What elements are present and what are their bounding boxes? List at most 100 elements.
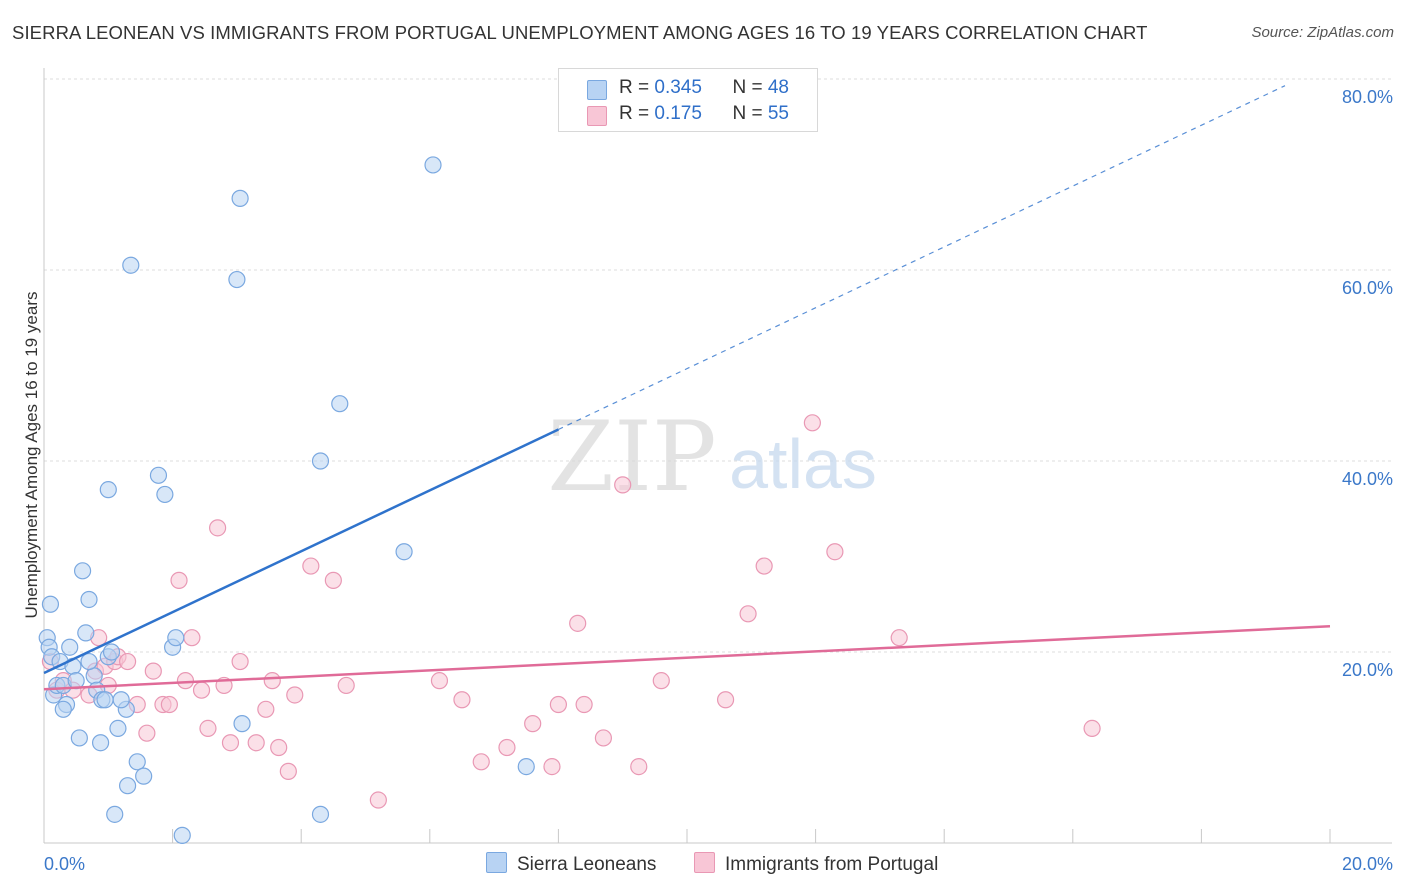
y-tick-label: 20.0% (1342, 660, 1393, 680)
bottom-legend-swatch-blue (486, 852, 507, 873)
point-portugal (118, 652, 137, 671)
point-portugal (430, 672, 449, 690)
point-portugal (1083, 719, 1101, 738)
point-portugal (569, 614, 587, 632)
bottom-legend-sierra-leoneans: Sierra Leoneans (486, 852, 656, 876)
x-tick-label: 20.0% (1342, 854, 1393, 874)
point-portugal (270, 738, 288, 757)
point-portugal (221, 734, 240, 752)
point-sierra-leonean (112, 691, 130, 709)
legend-r-label: R = (619, 103, 655, 124)
point-portugal (630, 757, 648, 776)
point-portugal (183, 629, 201, 647)
legend-n-label: N = (732, 77, 768, 98)
bottom-legend-swatch-pink (694, 852, 715, 873)
point-sierra-leonean (70, 729, 88, 747)
point-sierra-leonean (331, 395, 349, 413)
point-portugal (279, 762, 297, 780)
axis-layer (43, 68, 1392, 844)
point-sierra-leonean (149, 466, 168, 484)
y-tick-label: 40.0% (1342, 469, 1393, 489)
point-sierra-leonean (233, 715, 251, 733)
point-portugal (652, 672, 670, 690)
source-label: Source: ZipAtlas.com (1251, 24, 1394, 41)
point-sierra-leonean (41, 595, 60, 613)
point-sierra-leonean (167, 629, 185, 647)
x-tick-label: 0.0% (44, 854, 85, 874)
point-portugal (575, 695, 593, 714)
point-portugal (826, 543, 844, 561)
point-portugal (302, 557, 320, 575)
watermark-zip: ZIP (547, 401, 716, 513)
point-portugal (472, 753, 490, 771)
point-portugal (231, 652, 249, 671)
point-sierra-leonean (85, 667, 103, 685)
bottom-legend-label: Sierra Leoneans (517, 854, 657, 875)
stats-legend: R = 0.345 N = 48 R = 0.175 N = 55 (558, 68, 818, 132)
point-sierra-leonean (311, 805, 330, 823)
point-portugal (247, 734, 265, 752)
point-portugal (716, 691, 735, 709)
chart-title: SIERRA LEONEAN VS IMMIGRANTS FROM PORTUG… (12, 22, 1148, 43)
point-portugal (144, 662, 162, 680)
point-portugal (498, 738, 516, 757)
trend-line-sierra-leoneans-extension (558, 85, 1286, 431)
bottom-legend-label: Immigrants from Portugal (725, 854, 939, 875)
tick-labels: 20.0% 40.0% 60.0% 80.0% 0.0% 20.0% (44, 87, 1393, 874)
point-portugal (176, 672, 195, 690)
trend-layer (43, 85, 1331, 691)
legend-r-value: 0.175 (654, 103, 702, 124)
point-sierra-leonean (231, 189, 249, 207)
point-portugal (257, 700, 275, 718)
point-sierra-leonean (395, 543, 413, 561)
point-portugal (549, 695, 568, 714)
point-sierra-leonean (54, 700, 72, 718)
point-portugal (324, 571, 342, 589)
point-portugal (286, 686, 304, 704)
watermark: ZIP atlas (547, 401, 877, 513)
point-sierra-leonean (517, 757, 535, 776)
point-portugal (199, 719, 217, 738)
point-portugal (755, 557, 773, 575)
point-sierra-leonean (91, 734, 110, 752)
legend-r-value: 0.345 (654, 77, 702, 98)
legend-swatch-blue (587, 80, 607, 100)
point-portugal (337, 676, 355, 695)
point-sierra-leonean (311, 452, 330, 470)
point-sierra-leonean (118, 777, 137, 795)
point-portugal (138, 724, 156, 742)
grid-layer (44, 78, 1392, 653)
trend-line-portugal (43, 624, 1331, 691)
point-sierra-leonean (228, 270, 246, 289)
point-sierra-leonean (122, 256, 140, 274)
point-portugal (369, 791, 387, 809)
legend-r-label: R = (619, 77, 655, 98)
trend-line-sierra-leoneans (43, 428, 559, 675)
point-portugal (160, 695, 178, 714)
point-sierra-leonean (73, 562, 92, 580)
point-sierra-leonean (80, 652, 98, 671)
point-portugal (263, 672, 281, 690)
point-sierra-leonean (77, 624, 95, 642)
y-tick-label: 80.0% (1342, 87, 1393, 107)
point-sierra-leonean (80, 590, 98, 609)
point-portugal (803, 414, 821, 432)
point-portugal (170, 571, 188, 589)
point-portugal (543, 757, 561, 776)
point-portugal (192, 681, 211, 699)
point-sierra-leonean (156, 485, 174, 504)
point-sierra-leonean (128, 753, 146, 771)
legend-n-value: 55 (767, 103, 789, 124)
legend-n-label: N = (732, 103, 768, 124)
point-portugal (453, 691, 471, 709)
point-sierra-leonean (96, 691, 114, 709)
point-portugal (614, 476, 632, 494)
points-layer (38, 156, 1101, 844)
watermark-atlas: atlas (729, 425, 877, 503)
point-portugal (209, 519, 227, 537)
legend-swatch-pink (587, 106, 607, 126)
legend-n-value: 48 (767, 77, 789, 98)
point-sierra-leonean (424, 156, 442, 174)
point-portugal (524, 715, 542, 733)
point-sierra-leonean (173, 826, 191, 844)
